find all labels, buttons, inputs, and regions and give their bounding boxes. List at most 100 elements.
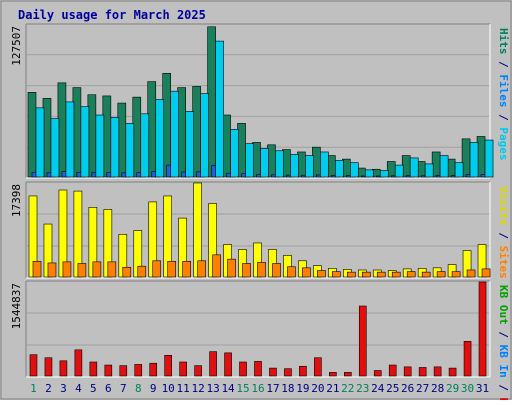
panel-legend: KB Out / KB In / KB F: [497, 285, 510, 400]
x-tick-label: 31: [476, 382, 489, 395]
bar-sites-day-28: [436, 271, 446, 278]
bar-sites-day-21: [332, 271, 341, 278]
panel-max-label: 1544837: [10, 283, 23, 329]
x-tick-label: 3: [60, 382, 67, 395]
panel-legend: Visits / Sites: [497, 186, 510, 279]
bar-pages-day-2: [50, 118, 60, 178]
panel-background: [26, 281, 490, 377]
x-tick-label: 29: [446, 382, 459, 395]
bar-pages-day-6: [110, 117, 120, 178]
bar-pages-day-20: [320, 151, 329, 178]
x-tick-label: 5: [90, 382, 97, 395]
x-tick-label: 20: [311, 382, 324, 395]
x-tick-label: 8: [135, 382, 142, 395]
bar-pages-day-27: [424, 163, 434, 178]
bar-kb-f-day-3: [59, 360, 68, 377]
bar-pages-day-12: [200, 93, 209, 178]
bar-kb-f-day-14: [224, 352, 232, 377]
x-tick-label: 28: [431, 382, 444, 395]
bar-pages-day-3: [65, 101, 75, 178]
x-tick-label: 12: [192, 382, 205, 395]
bar-sites-day-13: [212, 254, 221, 278]
x-tick-label: 24: [371, 382, 385, 395]
bar-kb-f-day-4: [74, 349, 83, 377]
bar-kb-f-day-25: [388, 364, 397, 377]
legend-entry: Visits: [497, 186, 510, 226]
x-tick-label: 21: [326, 382, 339, 395]
bar-pages-day-14: [230, 129, 239, 178]
bar-pages-day-21: [335, 160, 344, 178]
x-tick-label: 15: [236, 382, 249, 395]
x-tick-label: 9: [150, 382, 157, 395]
bar-sites-day-5: [92, 261, 102, 278]
legend-entry: KB Out: [497, 285, 510, 325]
x-tick-label: 11: [177, 382, 190, 395]
x-tick-label: 27: [416, 382, 429, 395]
bar-kb-f-day-7: [119, 365, 128, 377]
legend-entry: KB In: [497, 345, 510, 378]
bar-kb-f-day-27: [418, 367, 427, 377]
bar-kb-f-day-5: [89, 361, 98, 377]
bar-sites-day-26: [406, 271, 416, 278]
bar-sites-day-22: [347, 271, 356, 278]
bar-pages-day-25: [394, 164, 404, 178]
panel-hits-files-pages: 127507 Hits / Files / Pages: [10, 23, 510, 179]
bar-pages-day-1: [35, 107, 45, 178]
legend-entry: /: [497, 325, 510, 345]
bar-kb-f-day-23: [358, 305, 367, 377]
bar-pages-day-26: [409, 157, 419, 178]
x-tick-label: 7: [120, 382, 127, 395]
legend-entry: /: [497, 378, 510, 398]
bar-sites-day-11: [182, 261, 191, 278]
bar-sites-day-10: [167, 261, 177, 278]
bar-kb-f-day-29: [448, 367, 457, 377]
x-tick-label: 19: [296, 382, 309, 395]
x-tick-label: 2: [45, 382, 52, 395]
legend-entry: Pages: [497, 127, 510, 160]
x-tick-label: 13: [206, 382, 219, 395]
bar-kb-f-day-28: [433, 366, 442, 377]
bar-sites-day-18: [287, 266, 296, 278]
x-tick-label: 22: [341, 382, 354, 395]
x-tick-label: 17: [266, 382, 279, 395]
bar-sites-day-7: [122, 266, 132, 278]
bar-sites-day-8: [137, 265, 147, 278]
bar-kb-f-day-1: [29, 354, 38, 377]
series-sites: [32, 254, 491, 278]
bar-sites-day-24: [376, 271, 386, 278]
legend-entry: /: [497, 108, 510, 128]
bar-pages-day-22: [350, 162, 359, 178]
x-tick-label: 23: [356, 382, 369, 395]
bar-sites-day-16: [257, 262, 266, 278]
bar-pages-day-24: [379, 170, 389, 178]
bar-hits-day-1: [27, 92, 37, 178]
bar-kb-f-day-18: [284, 368, 292, 377]
bar-sites-day-15: [242, 263, 251, 278]
panel-max-label: 127507: [10, 26, 23, 66]
bar-sites-day-3: [62, 261, 72, 278]
bar-pages-day-29: [454, 162, 464, 178]
series-kb-f: [29, 281, 487, 377]
bar-pages-day-9: [155, 99, 165, 178]
bar-sites-day-14: [227, 258, 236, 278]
bar-kb-f-day-30: [463, 341, 472, 377]
bar-kb-f-day-8: [134, 364, 143, 377]
x-tick-label: 18: [281, 382, 294, 395]
bar-kb-f-day-19: [299, 365, 307, 377]
bar-sites-day-25: [391, 271, 401, 278]
bar-sites-day-2: [47, 262, 57, 278]
bar-pages-day-19: [305, 155, 314, 178]
bar-pages-day-18: [290, 154, 299, 178]
bar-kb-f-day-22: [344, 372, 352, 377]
bar-sites-day-23: [361, 271, 371, 278]
panel-legend: Hits / Files / Pages: [497, 28, 510, 161]
bar-sites-day-19: [302, 267, 311, 278]
bar-sites-day-12: [197, 260, 206, 278]
bar-pages-day-8: [140, 113, 150, 178]
legend-entry: /: [497, 226, 510, 246]
bar-sites-day-9: [152, 260, 162, 278]
bar-pages-day-5: [95, 114, 105, 178]
bar-kb-f-day-6: [104, 364, 113, 377]
legend-entry: Sites: [497, 246, 510, 279]
